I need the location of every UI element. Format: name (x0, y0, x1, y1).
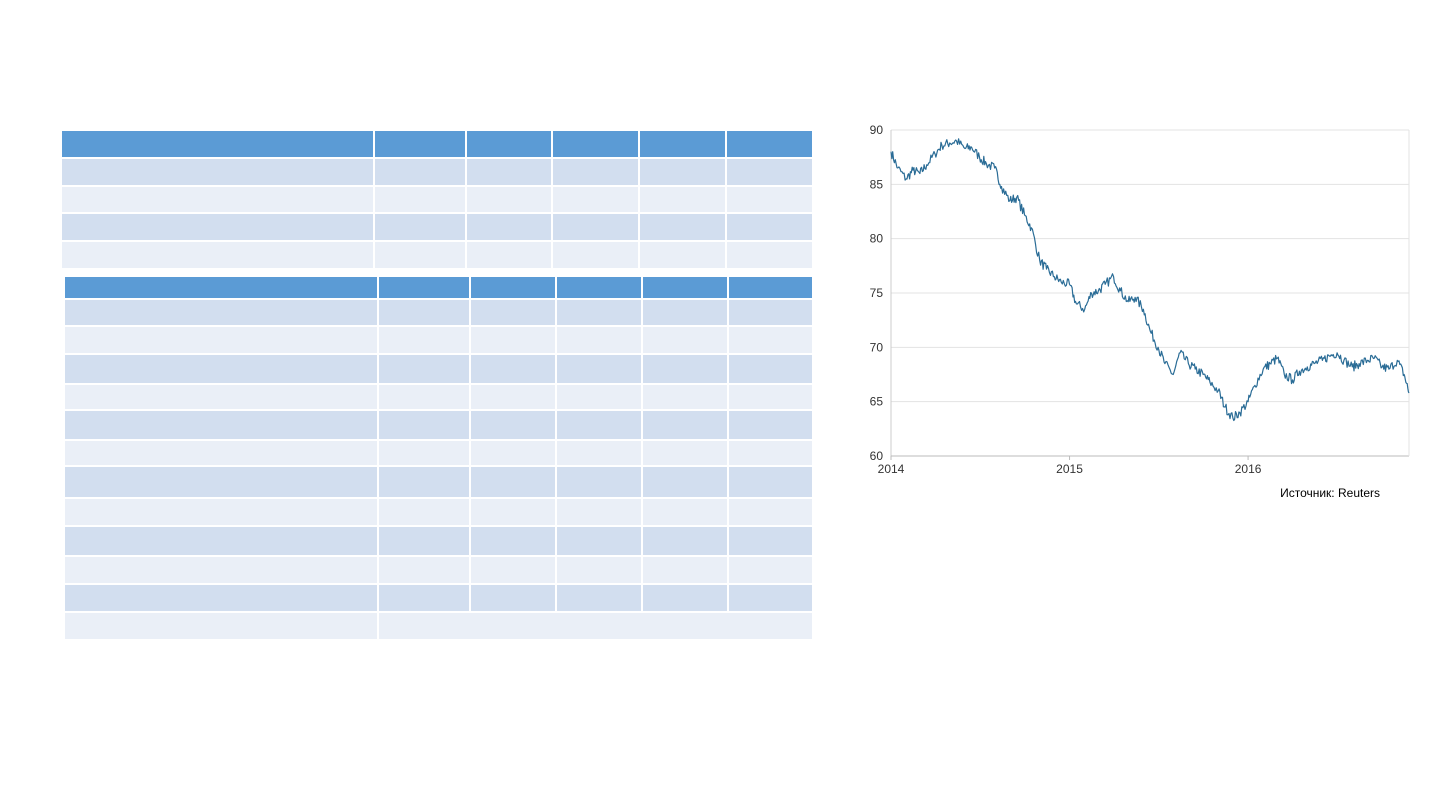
table-row (63, 409, 814, 441)
header-cell (60, 129, 375, 159)
table-row (63, 525, 814, 557)
header-cell (373, 129, 467, 159)
table-row (63, 439, 814, 467)
table-row (63, 298, 814, 327)
table-row (63, 611, 814, 641)
table-row (60, 157, 814, 187)
table-row (63, 497, 814, 527)
header-cell (377, 275, 471, 300)
header-cell (469, 275, 557, 300)
table-row (60, 185, 814, 214)
y-tick-label: 80 (870, 232, 884, 246)
table-row (63, 555, 814, 585)
y-tick-label: 70 (870, 340, 884, 354)
table-header-row (63, 275, 814, 300)
table-row (63, 383, 814, 411)
line-chart: 60 65 70 75 80 85 90 2014 2015 2016 (850, 110, 1420, 490)
table-row (60, 240, 814, 270)
header-cell (63, 275, 379, 300)
table-row (63, 465, 814, 499)
x-tick-label: 2016 (1235, 462, 1262, 476)
header-cell (641, 275, 729, 300)
header-cell (638, 129, 727, 159)
header-cell (725, 129, 814, 159)
y-tick-label: 65 (870, 395, 884, 409)
table-row (63, 353, 814, 385)
table-row (63, 583, 814, 613)
source-note: Источник: Reuters (1280, 486, 1380, 500)
line-chart-svg: 60 65 70 75 80 85 90 2014 2015 2016 (870, 123, 1410, 476)
header-cell (465, 129, 553, 159)
table-row (60, 212, 814, 242)
table-2 (63, 275, 814, 641)
table-row (63, 325, 814, 355)
y-tick-label: 60 (870, 449, 884, 463)
header-cell (727, 275, 814, 300)
x-tick-label: 2014 (878, 462, 905, 476)
series-line (890, 138, 1410, 422)
y-tick-label: 85 (870, 177, 884, 191)
header-cell (551, 129, 640, 159)
x-tick-label: 2015 (1056, 462, 1083, 476)
header-cell (555, 275, 643, 300)
y-tick-label: 75 (870, 286, 884, 300)
table-1 (60, 129, 814, 270)
y-tick-label: 90 (870, 123, 884, 137)
table-header-row (60, 129, 814, 159)
